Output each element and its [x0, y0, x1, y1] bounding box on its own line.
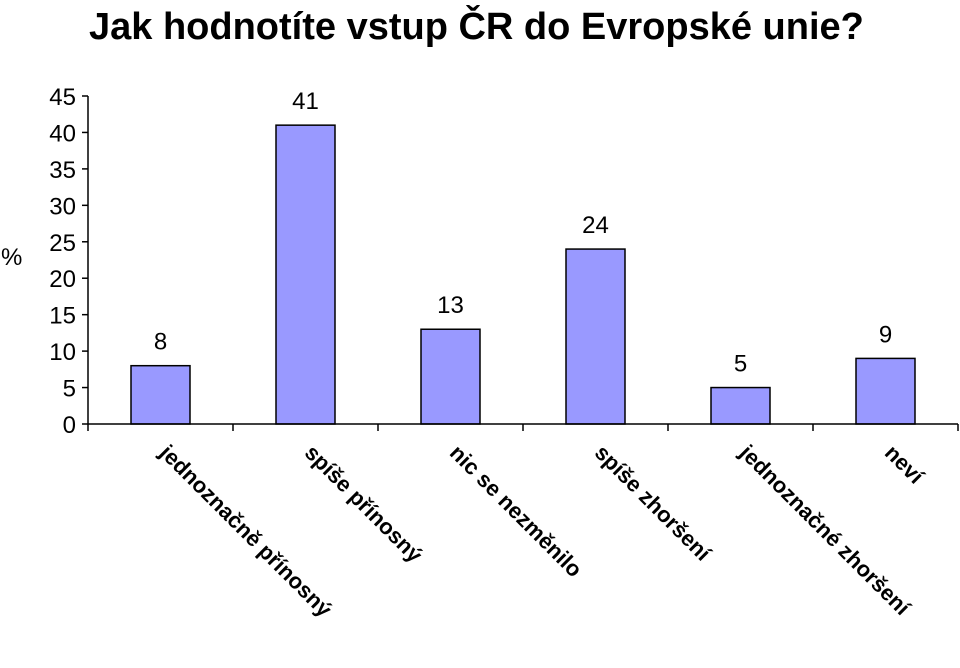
- data-label: 24: [582, 212, 609, 239]
- y-tick-label: 10: [49, 339, 76, 366]
- y-axis-label: %: [1, 244, 22, 271]
- bar: [710, 386, 771, 425]
- x-tick-label: spíše přínosný: [300, 440, 428, 568]
- data-label: 8: [154, 329, 167, 356]
- y-tick-label: 25: [49, 230, 76, 257]
- chart-title: Jak hodnotíte vstup ČR do Evropské unie?: [89, 6, 864, 48]
- y-tick-label: 45: [49, 84, 76, 111]
- bar: [275, 124, 336, 425]
- data-label: 5: [734, 351, 747, 378]
- x-tick-label: nic se nezměnilo: [445, 440, 587, 582]
- y-tick-label: 40: [49, 120, 76, 147]
- y-tick-label: 30: [49, 193, 76, 220]
- y-tick-label: 20: [49, 266, 76, 293]
- x-tick-label: jednoznačné zhoršení: [734, 439, 916, 621]
- y-tick-label: 0: [63, 412, 76, 439]
- bar: [855, 357, 916, 425]
- x-tick-label: neví: [880, 440, 929, 489]
- bar: [565, 248, 626, 425]
- x-tick-label: spíše zhoršení: [590, 440, 716, 566]
- y-tick-label: 35: [49, 157, 76, 184]
- bar: [130, 364, 191, 425]
- y-tick-label: 15: [49, 303, 76, 330]
- data-label: 41: [292, 88, 319, 115]
- y-tick-label: 5: [63, 376, 76, 403]
- data-label: 9: [879, 321, 892, 348]
- data-label: 13: [437, 292, 464, 319]
- bar: [420, 328, 481, 425]
